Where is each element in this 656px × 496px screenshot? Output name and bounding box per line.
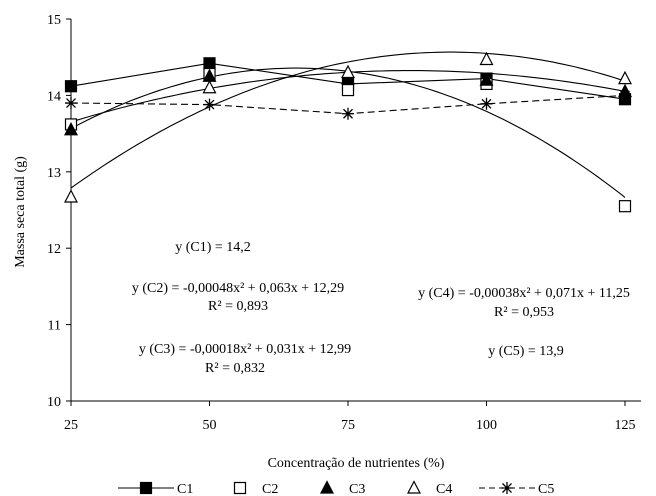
- data-point-c5: [480, 97, 493, 110]
- legend-label-c5: C5: [538, 482, 554, 496]
- data-point-c3: [479, 72, 494, 86]
- legend-marker-c3: [320, 480, 334, 494]
- y-tick-label: 14: [47, 89, 61, 104]
- legend-marker-c4: [407, 480, 421, 494]
- data-point-c5: [65, 97, 77, 110]
- data-series: [64, 51, 632, 213]
- equation-c2: y (C2) = -0,00048x² + 0,063x + 12,29: [132, 281, 344, 296]
- data-point-c5: [203, 98, 216, 111]
- legend-label-c1: C1: [177, 482, 193, 496]
- legend-marker-c5: [501, 482, 513, 494]
- legend-marker-c1: [139, 481, 153, 495]
- legend-marker-c2: [233, 481, 247, 495]
- series-line-c4: [70, 51, 626, 189]
- x-tick-label: 125: [615, 418, 636, 433]
- data-point-c5: [619, 89, 631, 102]
- data-point-c3: [64, 121, 78, 136]
- data-point-c5: [342, 107, 354, 120]
- equation-c3-r2: R² = 0,832: [205, 361, 265, 376]
- equation-c4-r2: R² = 0,953: [494, 305, 554, 320]
- data-point-c4: [341, 64, 355, 79]
- equation-annotations: y (C1) = 14,2 y (C2) = -0,00048x² + 0,063…: [132, 240, 630, 376]
- legend-label-c4: C4: [436, 482, 452, 496]
- data-point-c4: [64, 189, 78, 203]
- x-tick-label: 75: [341, 418, 355, 433]
- data-point-c2: [341, 83, 355, 97]
- x-tick-label: 25: [64, 418, 78, 433]
- y-tick-label: 12: [47, 242, 61, 257]
- equation-c4: y (C4) = -0,00038x² + 0,071x + 11,25: [418, 286, 630, 301]
- ticks: 10 11 12 13 14 15 25 50 75 100 125: [47, 13, 636, 433]
- y-tick-label: 13: [47, 166, 61, 181]
- equation-c1: y (C1) = 14,2: [175, 240, 251, 255]
- data-point-c1: [203, 57, 216, 70]
- y-tick-label: 10: [47, 395, 61, 410]
- legend-label-c2: C2: [262, 482, 278, 496]
- data-point-c4: [202, 79, 217, 94]
- data-point-c4: [479, 51, 494, 66]
- equation-c2-r2: R² = 0,893: [208, 299, 268, 314]
- equation-c3: y (C3) = -0,00018x² + 0,031x + 12,99: [139, 342, 351, 357]
- data-point-c1: [64, 80, 78, 93]
- x-tick-label: 50: [203, 418, 217, 433]
- equation-c5: y (C5) = 13,9: [488, 344, 564, 359]
- y-tick-label: 11: [48, 319, 61, 334]
- y-axis-title: Massa seca total (g): [13, 156, 28, 268]
- y-tick-label: 15: [47, 13, 61, 28]
- legend-label-c3: C3: [349, 482, 365, 496]
- data-point-c4: [618, 70, 632, 85]
- x-axis-title: Concentração de nutrientes (%): [268, 456, 445, 471]
- x-tick-label: 100: [476, 418, 497, 433]
- legend: C1 C2 C3 C4 C5: [118, 480, 554, 496]
- data-point-c2: [618, 200, 632, 213]
